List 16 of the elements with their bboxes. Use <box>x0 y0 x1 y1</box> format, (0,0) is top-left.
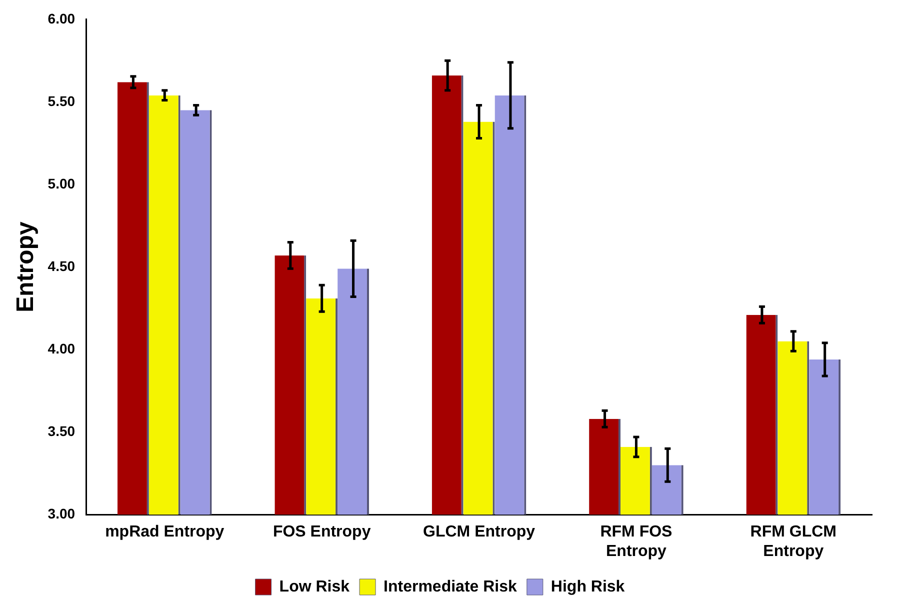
legend-label: Low Risk <box>279 578 350 596</box>
y-tick-label: 5.00 <box>48 175 76 192</box>
y-tick-label: 4.50 <box>48 258 76 274</box>
y-tick-label: 3.50 <box>48 422 76 439</box>
x-tick-label: RFM GLCM Entropy <box>750 524 837 560</box>
x-tick-label: RFM FOS Entropy <box>600 524 673 560</box>
x-tick-label: FOS Entropy <box>272 524 371 541</box>
x-tick-label: GLCM Entropy <box>423 524 536 541</box>
x-tick-label: mpRad Entropy <box>105 524 224 541</box>
legend-label: High Risk <box>550 578 625 596</box>
y-tick-label: 6.00 <box>48 10 76 26</box>
y-tick-label: 5.50 <box>48 92 76 109</box>
y-tick-label: 3.00 <box>48 505 76 522</box>
y-axis-title: Entropy <box>12 221 40 312</box>
legend-label: Intermediate Risk <box>384 578 518 596</box>
y-tick-label: 4.00 <box>48 340 76 356</box>
